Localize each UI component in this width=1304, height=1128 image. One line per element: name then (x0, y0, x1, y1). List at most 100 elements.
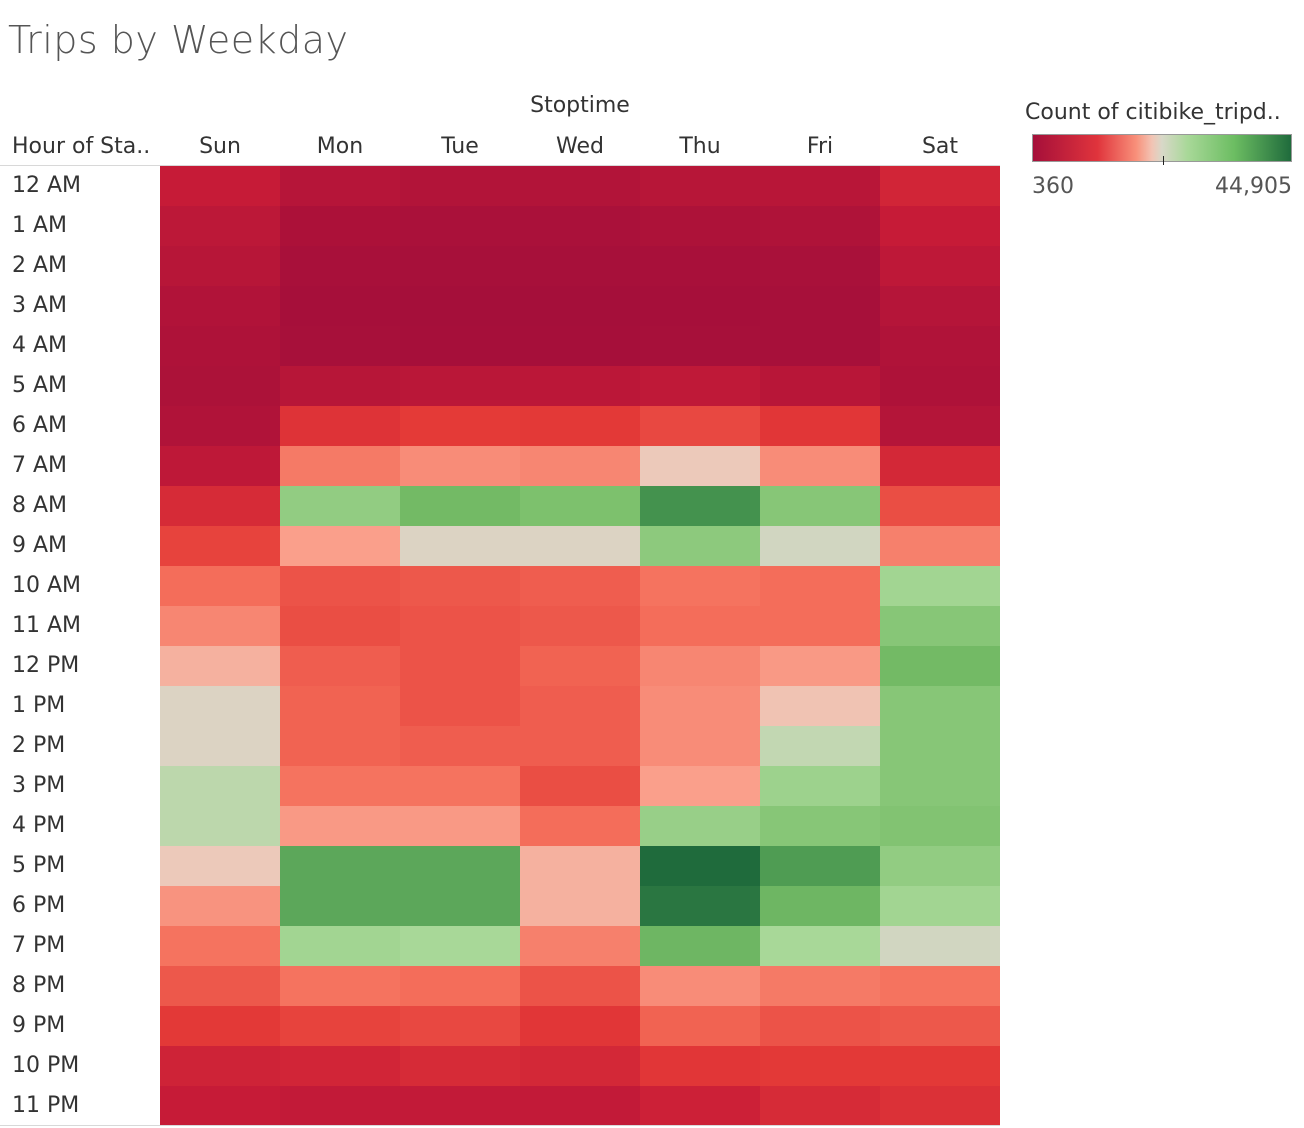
heatmap-cell-sun-6am[interactable] (160, 406, 280, 446)
heatmap-cell-sun-8am[interactable] (160, 486, 280, 526)
heatmap-cell-thu-10am[interactable] (640, 566, 760, 606)
heatmap-cell-sat-9pm[interactable] (880, 1006, 1000, 1046)
heatmap-cell-mon-4am[interactable] (280, 326, 400, 366)
heatmap-cell-wed-10am[interactable] (520, 566, 640, 606)
heatmap-cell-sat-12pm[interactable] (880, 646, 1000, 686)
heatmap-cell-tue-6am[interactable] (400, 406, 520, 446)
heatmap-cell-wed-4pm[interactable] (520, 806, 640, 846)
heatmap-cell-sun-9am[interactable] (160, 526, 280, 566)
heatmap-cell-fri-9pm[interactable] (760, 1006, 880, 1046)
row-label-11pm[interactable]: 11 PM (12, 1093, 80, 1118)
heatmap-cell-tue-4am[interactable] (400, 326, 520, 366)
heatmap-cell-wed-9am[interactable] (520, 526, 640, 566)
heatmap-cell-tue-10pm[interactable] (400, 1046, 520, 1086)
heatmap-cell-thu-7pm[interactable] (640, 926, 760, 966)
heatmap-cell-sun-6pm[interactable] (160, 886, 280, 926)
heatmap-cell-sun-2pm[interactable] (160, 726, 280, 766)
heatmap-cell-tue-6pm[interactable] (400, 886, 520, 926)
heatmap-cell-mon-3pm[interactable] (280, 766, 400, 806)
heatmap-cell-wed-2am[interactable] (520, 246, 640, 286)
column-header-mon[interactable]: Mon (316, 134, 364, 159)
heatmap-cell-wed-4am[interactable] (520, 326, 640, 366)
heatmap-cell-sun-3pm[interactable] (160, 766, 280, 806)
heatmap-cell-sat-10pm[interactable] (880, 1046, 1000, 1086)
heatmap-cell-thu-11pm[interactable] (640, 1086, 760, 1126)
heatmap-cell-sun-1pm[interactable] (160, 686, 280, 726)
heatmap-cell-sat-10am[interactable] (880, 566, 1000, 606)
heatmap-cell-wed-5am[interactable] (520, 366, 640, 406)
heatmap-cell-sat-2pm[interactable] (880, 726, 1000, 766)
heatmap-cell-fri-11pm[interactable] (760, 1086, 880, 1126)
column-header-sat[interactable]: Sat (921, 134, 959, 159)
heatmap-cell-mon-8am[interactable] (280, 486, 400, 526)
heatmap-cell-thu-12am[interactable] (640, 166, 760, 206)
row-label-2am[interactable]: 2 AM (12, 253, 68, 278)
heatmap-cell-fri-10am[interactable] (760, 566, 880, 606)
row-label-2pm[interactable]: 2 PM (12, 733, 66, 758)
heatmap-cell-tue-4pm[interactable] (400, 806, 520, 846)
heatmap-cell-sat-8pm[interactable] (880, 966, 1000, 1006)
heatmap-cell-wed-5pm[interactable] (520, 846, 640, 886)
heatmap-cell-tue-1pm[interactable] (400, 686, 520, 726)
heatmap-cell-thu-1am[interactable] (640, 206, 760, 246)
heatmap-cell-sat-3pm[interactable] (880, 766, 1000, 806)
heatmap-cell-fri-3am[interactable] (760, 286, 880, 326)
row-label-9am[interactable]: 9 AM (12, 533, 68, 558)
heatmap-cell-mon-6pm[interactable] (280, 886, 400, 926)
heatmap-cell-wed-12pm[interactable] (520, 646, 640, 686)
heatmap-cell-tue-9am[interactable] (400, 526, 520, 566)
heatmap-cell-thu-8am[interactable] (640, 486, 760, 526)
heatmap-cell-tue-9pm[interactable] (400, 1006, 520, 1046)
heatmap-cell-tue-3pm[interactable] (400, 766, 520, 806)
row-label-12pm[interactable]: 12 PM (12, 653, 80, 678)
heatmap-cell-fri-7pm[interactable] (760, 926, 880, 966)
row-label-6pm[interactable]: 6 PM (12, 893, 66, 918)
heatmap-cell-sat-4am[interactable] (880, 326, 1000, 366)
row-label-8am[interactable]: 8 AM (12, 493, 68, 518)
heatmap-cell-tue-5am[interactable] (400, 366, 520, 406)
heatmap-cell-thu-1pm[interactable] (640, 686, 760, 726)
heatmap-cell-wed-3am[interactable] (520, 286, 640, 326)
heatmap-cell-tue-12pm[interactable] (400, 646, 520, 686)
column-header-thu[interactable]: Thu (679, 134, 721, 159)
row-label-7pm[interactable]: 7 PM (12, 933, 66, 958)
heatmap-cell-fri-5am[interactable] (760, 366, 880, 406)
heatmap-cell-sat-6am[interactable] (880, 406, 1000, 446)
heatmap-cell-thu-6pm[interactable] (640, 886, 760, 926)
heatmap-cell-fri-7am[interactable] (760, 446, 880, 486)
row-label-12am[interactable]: 12 AM (12, 173, 82, 198)
heatmap-cell-wed-11am[interactable] (520, 606, 640, 646)
heatmap-cell-mon-1am[interactable] (280, 206, 400, 246)
heatmap-cell-fri-12am[interactable] (760, 166, 880, 206)
heatmap-cell-wed-1am[interactable] (520, 206, 640, 246)
heatmap-cell-sat-11am[interactable] (880, 606, 1000, 646)
heatmap-cell-sun-5pm[interactable] (160, 846, 280, 886)
heatmap-cell-sat-6pm[interactable] (880, 886, 1000, 926)
heatmap-cell-tue-7am[interactable] (400, 446, 520, 486)
heatmap-cell-sat-8am[interactable] (880, 486, 1000, 526)
heatmap-cell-sun-12pm[interactable] (160, 646, 280, 686)
heatmap-cell-thu-9pm[interactable] (640, 1006, 760, 1046)
heatmap-cell-thu-3pm[interactable] (640, 766, 760, 806)
heatmap-cell-fri-3pm[interactable] (760, 766, 880, 806)
row-label-3am[interactable]: 3 AM (12, 293, 68, 318)
row-label-5am[interactable]: 5 AM (12, 373, 68, 398)
heatmap-cell-thu-5pm[interactable] (640, 846, 760, 886)
heatmap-cell-thu-11am[interactable] (640, 606, 760, 646)
heatmap-cell-mon-10pm[interactable] (280, 1046, 400, 1086)
heatmap-cell-thu-7am[interactable] (640, 446, 760, 486)
heatmap-cell-thu-3am[interactable] (640, 286, 760, 326)
legend-color-ramp[interactable] (1032, 134, 1292, 162)
heatmap-cell-thu-8pm[interactable] (640, 966, 760, 1006)
heatmap-cell-fri-4am[interactable] (760, 326, 880, 366)
heatmap-cell-thu-10pm[interactable] (640, 1046, 760, 1086)
heatmap-cell-wed-10pm[interactable] (520, 1046, 640, 1086)
heatmap-cell-wed-6am[interactable] (520, 406, 640, 446)
heatmap-cell-wed-8pm[interactable] (520, 966, 640, 1006)
row-label-3pm[interactable]: 3 PM (12, 773, 66, 798)
heatmap-cell-sat-9am[interactable] (880, 526, 1000, 566)
row-label-7am[interactable]: 7 AM (12, 453, 68, 478)
heatmap-cell-fri-8am[interactable] (760, 486, 880, 526)
heatmap-cell-mon-2am[interactable] (280, 246, 400, 286)
heatmap-cell-fri-11am[interactable] (760, 606, 880, 646)
